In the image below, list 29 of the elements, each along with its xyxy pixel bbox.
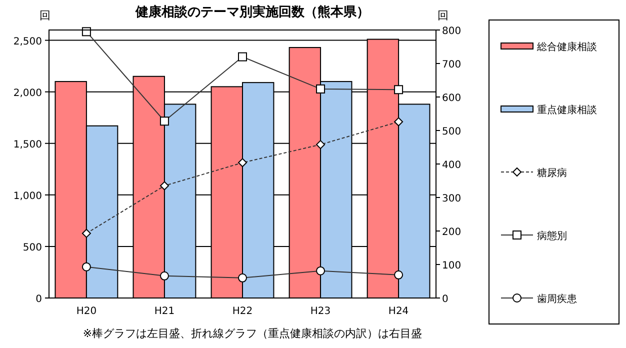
y2-tick-label: 500 (442, 126, 462, 138)
chart-title: 健康相談のテーマ別実施回数（熊本県） (134, 4, 370, 20)
legend-label: 糖尿病 (537, 167, 567, 179)
y2-tick-label: 700 (442, 60, 462, 70)
y-tick-label: 500 (22, 242, 42, 254)
y-tick-label: 1,500 (13, 139, 42, 150)
legend-label: 重点健康相談 (537, 104, 597, 116)
x-tick-label: H20 (76, 306, 97, 317)
x-tick-label: H22 (232, 306, 253, 317)
legend-label: 病態別 (537, 230, 567, 242)
legend-label: 総合健康相談 (536, 41, 597, 53)
y2-tick-label: 100 (442, 260, 462, 272)
text: ※棒グラフは左目盛、折れ線グラフ（重点健康相談の内訳）は右目盛 (82, 327, 422, 340)
y-tick-label: 2,000 (13, 88, 42, 99)
y-tick-label: 2,500 (13, 36, 42, 48)
y2-tick-label: 300 (442, 194, 462, 204)
y-axis-title: 回 (40, 9, 50, 22)
legend-label: 歯周疾患 (537, 293, 577, 305)
y-tick-label: 1,000 (13, 190, 42, 202)
y2-tick-label: 600 (442, 93, 462, 104)
x-tick-label: H24 (388, 306, 409, 317)
y2-tick-label: 200 (442, 227, 462, 238)
y2-axis-title: 回 (438, 9, 448, 22)
y2-tick-label: 0 (442, 294, 448, 305)
y-tick-label: 0 (36, 294, 42, 305)
y2-tick-label: 400 (442, 160, 462, 171)
y2-tick-label: 800 (442, 26, 462, 37)
x-tick-label: H21 (154, 306, 175, 317)
x-tick-label: H23 (310, 306, 331, 317)
